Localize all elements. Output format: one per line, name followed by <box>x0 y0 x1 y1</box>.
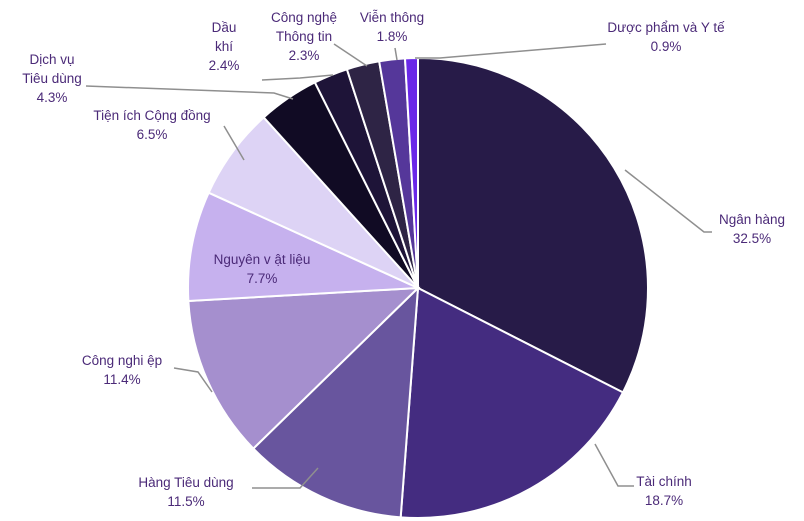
slice-value: 4.3% <box>37 90 68 105</box>
slice-name: Ngân hàng <box>719 212 785 227</box>
slice-name: Thông tin <box>276 29 332 44</box>
slice-name: Viễn thông <box>360 10 424 25</box>
leader-line-duoc-pham-va-y-te <box>415 43 607 59</box>
slice-label-hang-tieu-dung: Hàng Tiêu dùng 11.5% <box>138 475 233 509</box>
leader-line-vien-thong <box>394 47 398 61</box>
slice-name: Tài chính <box>636 474 692 489</box>
slice-value: 18.7% <box>645 493 683 508</box>
slice-name: khí <box>215 39 233 54</box>
slice-name: Tiêu dùng <box>22 71 82 86</box>
slice-name: Dịch vụ <box>29 52 74 67</box>
slice-name: Công nghi ệp <box>82 353 162 368</box>
slice-value: 6.5% <box>137 127 168 142</box>
slice-label-nguyen-v-at-lieu: Nguyên v ật liệu 7.7% <box>214 252 311 286</box>
leader-line-ngan-hang <box>624 169 712 233</box>
pie-slice-tai-chinh <box>399 286 625 519</box>
leader-line-dau-khi <box>261 74 334 81</box>
leader-lines <box>85 43 712 489</box>
slice-name: Tiện ích Cộng đồng <box>93 108 210 123</box>
slice-label-dau-khi: Dầu khí 2.4% <box>209 20 240 73</box>
slice-labels: Ngân hàng 32.5% Tài chính 18.7% Hàng Tiêu dù… <box>22 10 785 509</box>
pie-slice-nguyen-v-at-lieu <box>187 191 419 303</box>
slice-name: Nguyên v ật liệu <box>214 252 311 267</box>
slice-value: 2.4% <box>209 58 240 73</box>
slice-label-cong-nghe-thong-tin: Công nghệ Thông tin 2.3% <box>271 10 337 63</box>
leader-line-cong-nghe-thong-tin <box>333 43 368 67</box>
pie-slices <box>187 56 649 519</box>
leader-line-tai-chinh <box>594 443 634 487</box>
pie-slice-ngan-hang <box>417 56 649 394</box>
slice-label-vien-thong: Viễn thông 1.8% <box>360 10 424 44</box>
slice-name: Dược phẩm và Y tế <box>607 20 725 35</box>
slice-name: Dầu <box>212 20 237 35</box>
pie-slice-cong-nghi-ep <box>187 286 421 450</box>
slice-label-ngan-hang: Ngân hàng 32.5% <box>719 212 785 246</box>
leader-line-cong-nghi-ep <box>173 367 213 393</box>
leader-line-hang-tieu-dung <box>252 467 319 489</box>
slice-value: 11.5% <box>167 494 204 509</box>
slice-label-tai-chinh: Tài chính 18.7% <box>636 474 692 508</box>
slice-label-dich-vu-tieu-dung: Dịch vụ Tiêu dùng 4.3% <box>22 52 82 105</box>
slice-name: Công nghệ <box>271 10 337 25</box>
leader-line-tien-ich-cong-dong <box>223 125 245 161</box>
slice-value: 7.7% <box>247 271 278 286</box>
slice-value: 2.3% <box>289 48 320 63</box>
slice-value: 0.9% <box>651 39 682 54</box>
pie-slice-hang-tieu-dung <box>251 285 420 519</box>
slice-label-cong-nghi-ep: Công nghi ệp 11.4% <box>82 353 162 387</box>
slice-value: 11.4% <box>103 372 140 387</box>
slice-name: Hàng Tiêu dùng <box>138 475 233 490</box>
leader-line-dich-vu-tieu-dung <box>85 85 294 100</box>
slice-label-duoc-pham-va-y-te: Dược phẩm và Y tế 0.9% <box>607 20 725 54</box>
slice-value: 32.5% <box>733 231 771 246</box>
slice-label-tien-ich-cong-dong: Tiện ích Cộng đồng 6.5% <box>93 108 210 142</box>
slice-value: 1.8% <box>377 29 408 44</box>
